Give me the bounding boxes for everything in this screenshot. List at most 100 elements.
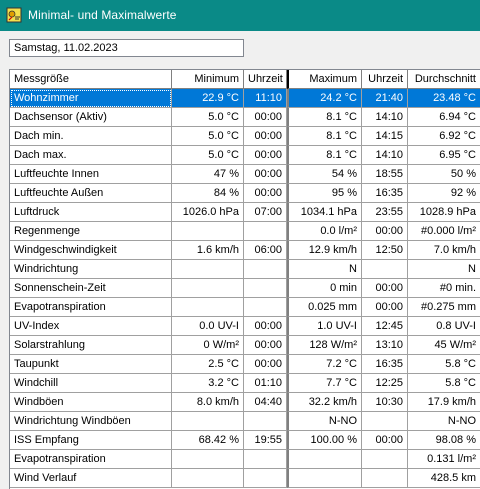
table-cell: 8.0 km/h bbox=[172, 393, 244, 412]
table-cell: 68.42 % bbox=[172, 431, 244, 450]
table-row[interactable]: Windböen 8.0 km/h 04:40 32.2 km/h 10:30 17.9 … bbox=[10, 393, 480, 412]
table-row[interactable]: Evapotranspiration 0.131 l/m² bbox=[10, 450, 480, 469]
table-header: Messgröße Minimum Uhrzeit Maximum Uhrzeit Dur… bbox=[10, 70, 480, 89]
table-cell: 19:55 bbox=[244, 431, 287, 450]
table-cell: UV-Index bbox=[10, 317, 172, 336]
column-header[interactable]: Messgröße bbox=[10, 70, 172, 89]
table-cell: 16:35 bbox=[362, 184, 408, 203]
table-cell: 14:15 bbox=[362, 127, 408, 146]
column-header[interactable]: Minimum bbox=[172, 70, 244, 89]
table-row[interactable]: Dach max. 5.0 °C 00:00 8.1 °C 14:10 6.95 °C bbox=[10, 146, 480, 165]
table-cell: 7.7 °C bbox=[287, 374, 362, 393]
table-cell: 00:00 bbox=[244, 184, 287, 203]
table-row[interactable]: Windrichtung N N bbox=[10, 260, 480, 279]
table-cell: Regenmenge bbox=[10, 222, 172, 241]
table-row[interactable]: UV-Index 0.0 UV-I 00:00 1.0 UV-I 12:45 0.8 UV… bbox=[10, 317, 480, 336]
table-cell: 23.48 °C bbox=[408, 89, 480, 108]
table-cell: Luftdruck bbox=[10, 203, 172, 222]
table-cell bbox=[172, 298, 244, 317]
table-cell: 12.9 km/h bbox=[287, 241, 362, 260]
table-cell: 3.2 °C bbox=[172, 374, 244, 393]
table-row[interactable]: Luftdruck 1026.0 hPa 07:00 1034.1 hPa 23:55 1… bbox=[10, 203, 480, 222]
table-row[interactable]: Windchill 3.2 °C 01:10 7.7 °C 12:25 5.8 °C bbox=[10, 374, 480, 393]
table-cell: 14:10 bbox=[362, 108, 408, 127]
table-cell: 22.9 °C bbox=[172, 89, 244, 108]
table-cell: 5.8 °C bbox=[408, 374, 480, 393]
table-cell: 00:00 bbox=[244, 108, 287, 127]
table-row[interactable]: Sonnenschein-Zeit 0 min 00:00 #0 min. bbox=[10, 279, 480, 298]
table-cell: 16:35 bbox=[362, 355, 408, 374]
table-cell: 07:00 bbox=[244, 203, 287, 222]
table-cell: Dach min. bbox=[10, 127, 172, 146]
table-cell: Windgeschwindigkeit bbox=[10, 241, 172, 260]
table-cell bbox=[244, 279, 287, 298]
table-cell: 0.0 l/m² bbox=[287, 222, 362, 241]
table-cell bbox=[244, 412, 287, 431]
table-cell: 14:10 bbox=[362, 146, 408, 165]
column-header[interactable]: Uhrzeit bbox=[244, 70, 287, 89]
table-cell: 00:00 bbox=[362, 222, 408, 241]
date-field[interactable]: Samstag, 11.02.2023 bbox=[9, 39, 244, 57]
table-cell: 00:00 bbox=[244, 127, 287, 146]
table-row[interactable]: Evapotranspiration 0.025 mm 00:00 #0.275 mm bbox=[10, 298, 480, 317]
table-cell: 32.2 km/h bbox=[287, 393, 362, 412]
table-cell: #0.000 l/m² bbox=[408, 222, 480, 241]
table-cell: Evapotranspiration bbox=[10, 298, 172, 317]
table-row[interactable]: Windrichtung Windböen N-NO N-NO bbox=[10, 412, 480, 431]
table-cell bbox=[244, 298, 287, 317]
table-cell: 12:50 bbox=[362, 241, 408, 260]
table-row[interactable]: Taupunkt 2.5 °C 00:00 7.2 °C 16:35 5.8 °C bbox=[10, 355, 480, 374]
table-cell: 12:45 bbox=[362, 317, 408, 336]
table-cell: 21:40 bbox=[362, 89, 408, 108]
table-cell: 45 W/m² bbox=[408, 336, 480, 355]
table-cell: 0 min bbox=[287, 279, 362, 298]
column-header[interactable]: Maximum bbox=[287, 70, 362, 89]
table-row[interactable]: Wind Verlauf 428.5 km bbox=[10, 469, 480, 488]
table-cell bbox=[244, 260, 287, 279]
table-cell: 00:00 bbox=[244, 317, 287, 336]
table-row[interactable]: Regenmenge 0.0 l/m² 00:00 #0.000 l/m² bbox=[10, 222, 480, 241]
table-row[interactable]: Luftfeuchte Innen 47 % 00:00 54 % 18:55 50 % bbox=[10, 165, 480, 184]
table-cell: Evapotranspiration bbox=[10, 450, 172, 469]
weather-station-icon bbox=[6, 7, 22, 23]
table-cell: Luftfeuchte Außen bbox=[10, 184, 172, 203]
table-cell: 10:30 bbox=[362, 393, 408, 412]
values-table[interactable]: Messgröße Minimum Uhrzeit Maximum Uhrzeit Dur… bbox=[9, 69, 480, 489]
table-row[interactable]: Solarstrahlung 0 W/m² 00:00 128 W/m² 13:10 45… bbox=[10, 336, 480, 355]
table-cell: 128 W/m² bbox=[287, 336, 362, 355]
table-cell: 0 W/m² bbox=[172, 336, 244, 355]
table-cell bbox=[362, 412, 408, 431]
table-cell: 1026.0 hPa bbox=[172, 203, 244, 222]
table-cell: 01:10 bbox=[244, 374, 287, 393]
table-cell bbox=[362, 450, 408, 469]
table-cell: 00:00 bbox=[244, 336, 287, 355]
table-cell: 1028.9 hPa bbox=[408, 203, 480, 222]
table-cell: Wind Verlauf bbox=[10, 469, 172, 488]
table-cell: 11:10 bbox=[244, 89, 287, 108]
table-row[interactable]: Windgeschwindigkeit 1.6 km/h 06:00 12.9 km/… bbox=[10, 241, 480, 260]
table-row[interactable]: Dach min. 5.0 °C 00:00 8.1 °C 14:15 6.92 °C bbox=[10, 127, 480, 146]
table-cell: 92 % bbox=[408, 184, 480, 203]
table-cell: 8.1 °C bbox=[287, 146, 362, 165]
table-cell bbox=[172, 450, 244, 469]
table-cell: 00:00 bbox=[244, 146, 287, 165]
column-header[interactable]: Durchschnitt bbox=[408, 70, 480, 89]
table-cell: 13:10 bbox=[362, 336, 408, 355]
table-cell: 0.025 mm bbox=[287, 298, 362, 317]
table-cell: #0.275 mm bbox=[408, 298, 480, 317]
table-row[interactable]: ISS Empfang 68.42 % 19:55 100.00 % 00:00 98.0… bbox=[10, 431, 480, 450]
table-row[interactable]: Luftfeuchte Außen 84 % 00:00 95 % 16:35 92 % bbox=[10, 184, 480, 203]
table-row[interactable]: Dachsensor (Aktiv) 5.0 °C 00:00 8.1 °C 14:10… bbox=[10, 108, 480, 127]
table-row[interactable]: Wohnzimmer 22.9 °C 11:10 24.2 °C 21:40 23.48 … bbox=[10, 89, 480, 108]
table-cell: 0.0 UV-I bbox=[172, 317, 244, 336]
table-cell: 5.0 °C bbox=[172, 108, 244, 127]
table-cell bbox=[244, 450, 287, 469]
window-title: Minimal- und Maximalwerte bbox=[28, 8, 177, 22]
table-cell: 12:25 bbox=[362, 374, 408, 393]
table-cell: 1.6 km/h bbox=[172, 241, 244, 260]
table-cell: 8.1 °C bbox=[287, 108, 362, 127]
table-cell: 5.0 °C bbox=[172, 146, 244, 165]
table-cell: 24.2 °C bbox=[287, 89, 362, 108]
table-cell: N bbox=[408, 260, 480, 279]
column-header[interactable]: Uhrzeit bbox=[362, 70, 408, 89]
